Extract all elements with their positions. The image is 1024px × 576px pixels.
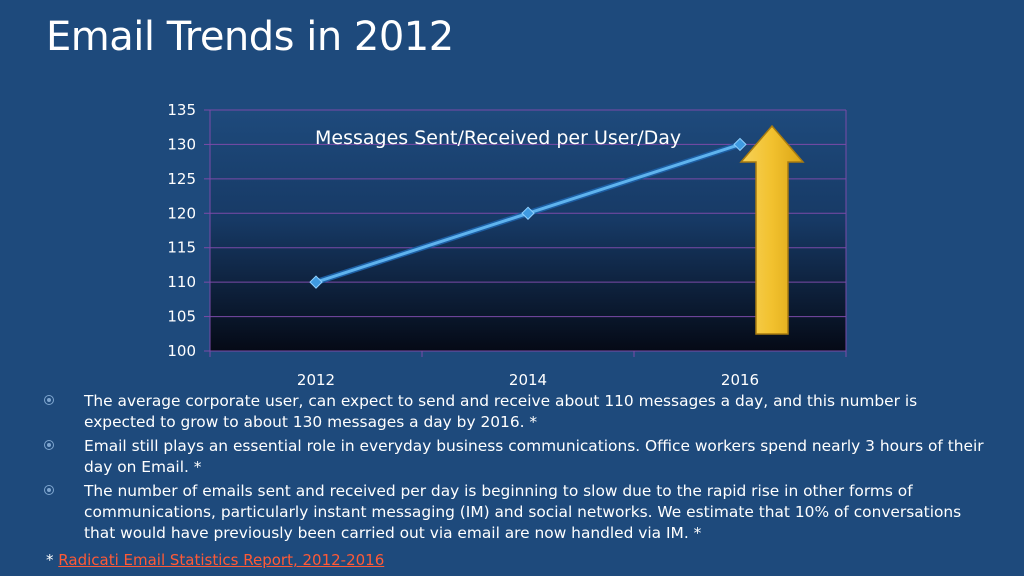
bullet-item: Email still plays an essential role in e… — [40, 436, 990, 478]
bullet-text: Email still plays an essential role in e… — [84, 437, 984, 476]
bullet-icon — [44, 440, 54, 450]
x-tick-label: 2016 — [721, 371, 759, 389]
footnote-prefix: * — [46, 551, 59, 569]
bullet-icon — [44, 485, 54, 495]
y-tick-label: 110 — [167, 273, 196, 291]
bullet-list: The average corporate user, can expect t… — [40, 391, 990, 547]
y-tick-label: 125 — [167, 170, 196, 188]
footnote: * Radicati Email Statistics Report, 2012… — [46, 551, 384, 569]
line-chart: 100 105 110 115 120 125 130 135 2012 2014 2016 Mes… — [167, 101, 847, 389]
bullet-text: The number of emails sent and received p… — [84, 482, 962, 542]
chart-annotation: Messages Sent/Received per User/Day — [315, 127, 681, 149]
slide-title: Email Trends in 2012 — [46, 14, 454, 60]
y-tick-label: 100 — [167, 342, 196, 360]
y-tick-label: 130 — [167, 135, 196, 153]
data-point-marker — [309, 275, 323, 289]
bullet-item: The average corporate user, can expect t… — [40, 391, 990, 433]
up-arrow-icon — [739, 124, 805, 335]
bullet-item: The number of emails sent and received p… — [40, 481, 990, 544]
data-point-marker — [733, 137, 747, 152]
y-tick-label: 135 — [167, 101, 196, 119]
bullet-text: The average corporate user, can expect t… — [84, 392, 918, 431]
x-tick-label: 2014 — [509, 371, 547, 389]
y-tick-label: 105 — [167, 308, 196, 326]
x-tick-label: 2012 — [297, 371, 335, 389]
y-tick-label: 120 — [167, 204, 196, 222]
data-point-marker — [521, 206, 535, 220]
source-link[interactable]: Radicati Email Statistics Report, 2012-2… — [58, 551, 385, 569]
y-tick-label: 115 — [167, 239, 196, 257]
bullet-icon — [44, 395, 54, 405]
